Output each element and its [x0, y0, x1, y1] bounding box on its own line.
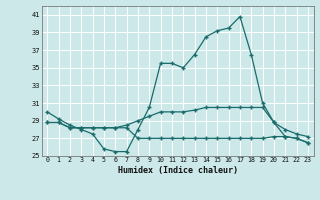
- X-axis label: Humidex (Indice chaleur): Humidex (Indice chaleur): [118, 166, 237, 175]
